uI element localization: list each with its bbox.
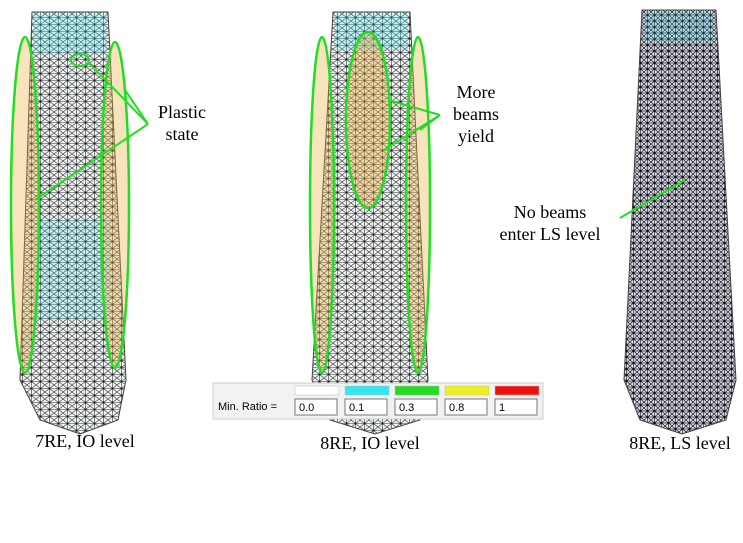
legend-value: 0.8 (449, 402, 464, 414)
legend-value: 0.0 (299, 402, 314, 414)
legend-color (495, 386, 539, 395)
caption: 8RE, LS level (629, 433, 731, 453)
legend-color (395, 386, 439, 395)
annotation-text: enter LS level (500, 224, 601, 244)
annotation-text: beams (453, 104, 499, 124)
legend: Min. Ratio = 0.0 0.1 0.3 0.8 1 (213, 383, 543, 419)
figure: Plasticstate 7RE, IO level Morebeamsyield 8… (0, 0, 743, 543)
annotation-text: No beams (514, 202, 586, 222)
tower-model (620, 10, 736, 434)
caption: 7RE, IO level (35, 431, 134, 451)
tower-model (310, 12, 440, 434)
tower-model (11, 12, 148, 434)
legend-value: 0.3 (399, 402, 414, 414)
legend-color (295, 386, 339, 395)
legend-value: 1 (499, 402, 505, 414)
legend-color (445, 386, 489, 395)
annotation-text: More (457, 82, 496, 102)
legend-value: 0.1 (349, 402, 364, 414)
annotation-text: state (166, 124, 199, 144)
annotation-text: Plastic (158, 102, 206, 122)
caption: 8RE, IO level (320, 433, 419, 453)
legend-label: Min. Ratio = (218, 401, 277, 413)
annotation-text: yield (458, 126, 494, 146)
legend-color (345, 386, 389, 395)
